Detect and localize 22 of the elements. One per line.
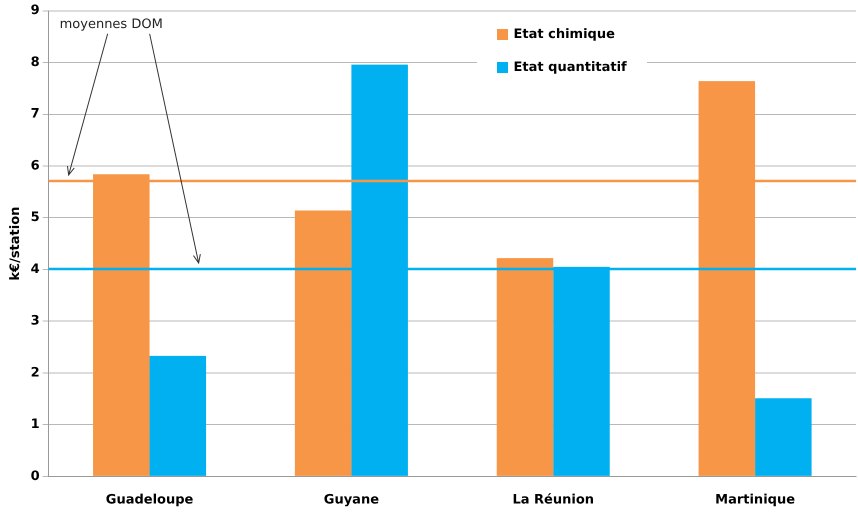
legend-label: Etat quantitatif	[514, 60, 627, 75]
annotation: moyennes DOM	[60, 17, 163, 32]
bar	[294, 210, 352, 476]
y-tick-label: 3	[30, 314, 40, 329]
y-tick-label: 2	[30, 365, 40, 380]
x-tick-label: La Réunion	[512, 492, 594, 508]
y-tick-label: 1	[30, 417, 40, 432]
bar	[755, 398, 812, 476]
y-tick-label: 4	[30, 262, 40, 277]
bar	[150, 356, 206, 476]
x-tick-label: Martinique	[715, 492, 796, 508]
y-tick-label: 8	[30, 54, 40, 70]
y-tick-label: 0	[30, 468, 40, 484]
x-tick-label: Guadeloupe	[106, 492, 194, 508]
y-axis-title: k€/station	[8, 206, 24, 281]
y-tick-label: 5	[30, 210, 40, 226]
y-tick-label: 9	[30, 3, 40, 18]
x-tick-label: Guyane	[324, 492, 380, 508]
bar	[496, 258, 554, 476]
y-tick-label: 6	[30, 158, 40, 174]
y-tick-label: 7	[30, 106, 40, 122]
legend-label: Etat chimique	[514, 26, 615, 42]
